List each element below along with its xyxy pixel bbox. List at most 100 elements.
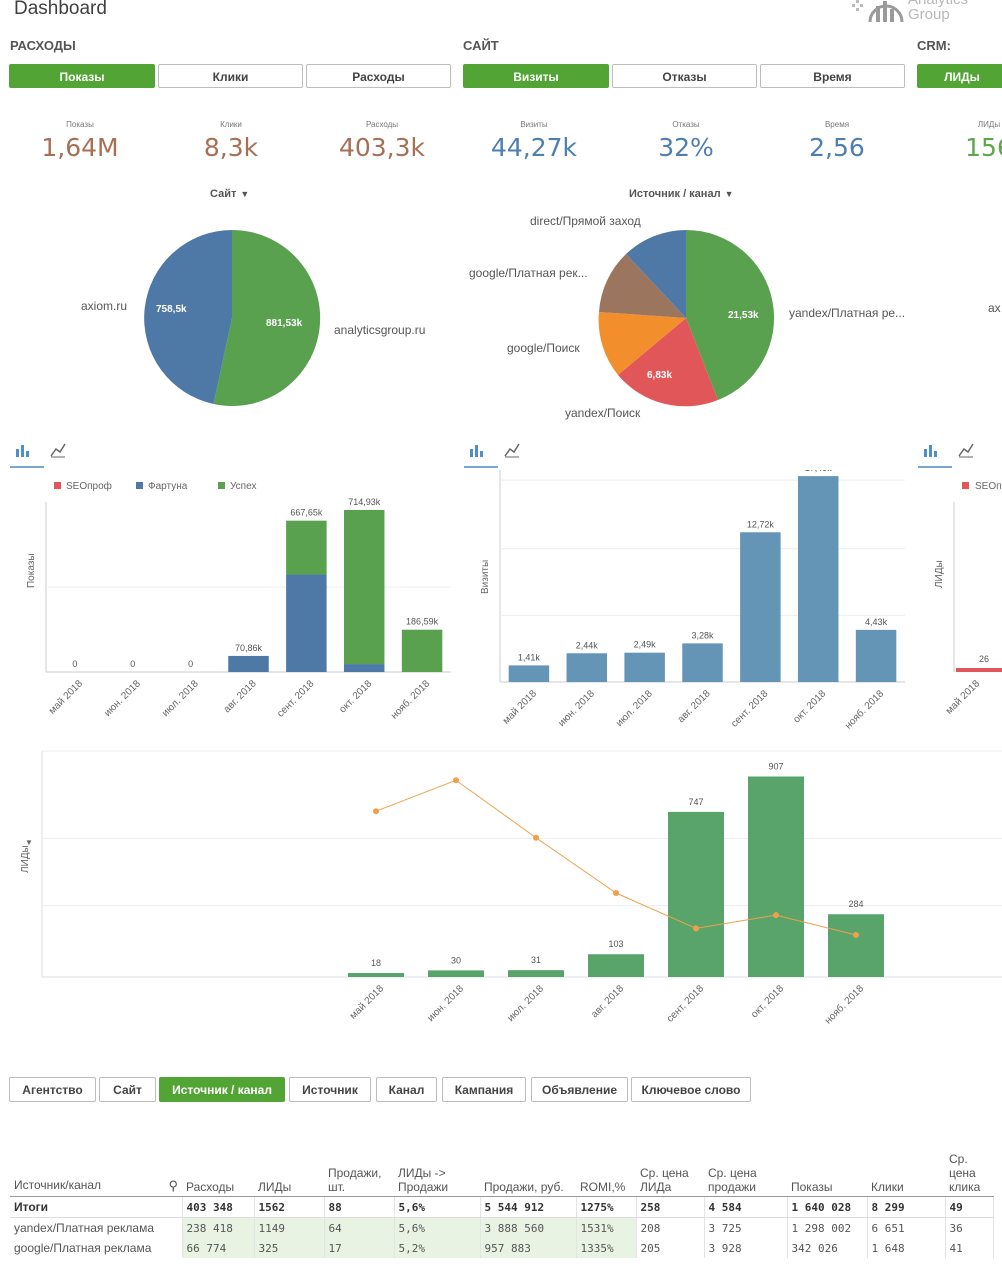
pie-chart-source[interactable] [596,228,776,408]
totals-row[interactable]: Итоги 403 348 1562 88 5,6% 5 544 912 1275% 258 4… [10,1196,994,1218]
line-chart-icon[interactable] [504,442,520,458]
bar-chart-icon[interactable] [14,442,30,458]
x-tick-label: окт. 2018 [749,983,786,1020]
legend-label: SEOпроф [66,480,112,492]
table-row[interactable]: google/Платная реклама 66 774 325 17 5,2% 957… [10,1238,994,1258]
time-button[interactable]: Время [760,64,905,88]
x-tick-label: июн. 2018 [426,983,467,1024]
bar[interactable] [348,973,404,977]
table-cell: 6 651 [867,1217,946,1238]
line-point[interactable] [853,932,859,938]
bar[interactable] [343,509,385,665]
column-header-label: Источник/канал [14,1178,102,1192]
caret-down-icon: ▼ [724,189,734,199]
bar[interactable] [228,655,269,672]
line-point[interactable] [533,834,539,841]
table-header-row: Источник/канал ⚲ Расходы ЛИДы Продажи, шт… [10,1150,993,1197]
visits-button[interactable]: Визиты [463,64,609,88]
tab-source-channel[interactable]: Источник / канал [159,1077,285,1102]
bar[interactable] [428,970,484,977]
bar-value-label: 0 [188,659,193,669]
bounces-button[interactable]: Отказы [612,64,757,88]
page-title: Dashboard [14,0,107,19]
bar[interactable] [956,668,1002,672]
bar[interactable] [828,914,884,977]
leads-bar-chart-partial[interactable]: SEOп ЛИДы 26 май 2018 [918,470,1002,740]
table-cell: 64 [324,1217,395,1238]
column-header[interactable]: ЛИДы -> Продажи [394,1150,480,1197]
tab-campaign[interactable]: Кампания [442,1077,526,1102]
bar[interactable] [624,652,665,682]
line-chart-icon[interactable] [958,442,974,458]
bar[interactable] [401,629,443,672]
bar-value-label: 1,41k [518,652,541,662]
line-point[interactable] [773,912,779,919]
visits-bar-chart[interactable]: Визиты 1,41k май 2018 2,44k июн. 2018 2,49k ию… [464,470,909,740]
bar-value-label: 714,93k [348,497,381,507]
x-tick-label: сент. 2018 [729,688,771,730]
column-header[interactable]: Ср. цена клика [945,1150,993,1197]
x-tick-label: июл. 2018 [614,688,655,729]
bar[interactable] [343,664,385,672]
bar-chart-icon[interactable] [468,442,484,458]
line-point[interactable] [613,890,619,896]
bar[interactable] [797,476,839,682]
column-header[interactable]: ROMI,% [576,1150,636,1197]
clicks-button[interactable]: Клики [158,64,303,88]
leads-button[interactable]: ЛИДы [917,64,1002,88]
shows-button[interactable]: Показы [9,64,155,88]
column-header[interactable]: Ср. цена продажи [704,1150,787,1197]
column-header[interactable]: Ср. цена ЛИДа [636,1150,704,1197]
column-header[interactable]: ЛИДы [254,1150,324,1197]
table-cell: 1275% [576,1196,637,1218]
legend-swatch [962,482,969,489]
tab-source[interactable]: Источник [289,1077,371,1102]
column-header[interactable]: Расходы [182,1150,254,1197]
column-header[interactable]: Продажи, руб. [480,1150,576,1197]
pie-label-direct: direct/Прямой заход [530,214,641,228]
pie-slice-axiom [144,230,232,404]
bar[interactable] [740,532,781,682]
bar-chart-icon[interactable] [922,442,938,458]
table-cell: 4 584 [704,1196,788,1218]
pie-chart-site[interactable] [140,226,324,410]
x-tick-label: авг. 2018 [589,983,626,1020]
cost-button[interactable]: Расходы [306,64,451,88]
bar[interactable] [855,629,897,682]
line-chart-icon[interactable] [50,442,66,458]
bar-value-label: 2,44k [576,640,599,650]
bar[interactable] [682,643,723,682]
bar[interactable] [566,653,608,682]
table-cell: 325 [254,1238,325,1258]
table-cell: 88 [324,1196,395,1218]
table-row[interactable]: yandex/Платная реклама 238 418 1149 64 5,6% 3… [10,1217,994,1238]
search-icon[interactable]: ⚲ [168,1178,178,1193]
line-point[interactable] [373,808,379,815]
column-header[interactable]: Продажи, шт. [324,1150,394,1197]
bar[interactable] [508,970,564,977]
shows-bar-chart[interactable]: SEOпроф Фартуна Успех Показы 0 май 2018 0 июн. … [10,470,455,740]
table-cell: 17 [324,1238,395,1258]
bar[interactable] [286,574,327,672]
column-header[interactable]: Показы [787,1150,867,1197]
pie-label-yandex-paid: yandex/Платная ре... [789,306,906,320]
caret-down-icon[interactable]: ▼ [25,838,33,847]
line-point[interactable] [693,925,699,932]
bar[interactable] [286,520,327,575]
tab-ad[interactable]: Объявление [531,1077,628,1102]
column-header[interactable]: Клики [867,1150,945,1197]
tab-channel[interactable]: Канал [376,1077,437,1102]
site-dropdown[interactable]: Сайт ▼ [210,188,249,200]
tab-keyword[interactable]: Ключевое слово [631,1077,751,1102]
column-header[interactable]: Источник/канал ⚲ [10,1150,182,1197]
source-channel-dropdown[interactable]: Источник / канал ▼ [629,188,733,200]
bar[interactable] [668,811,724,977]
section-title-crm: CRM: [917,38,951,53]
bar[interactable] [508,665,550,682]
bar[interactable] [748,776,804,977]
tab-site[interactable]: Сайт [99,1077,156,1102]
tab-agency[interactable]: Агентство [9,1077,96,1102]
line-point[interactable] [453,777,459,784]
leads-combo-chart[interactable]: ЛИДы▼ 18 май 2018 30 июн. 2018 31 июл. 2018 103… [10,745,1002,1045]
bar[interactable] [588,954,644,977]
